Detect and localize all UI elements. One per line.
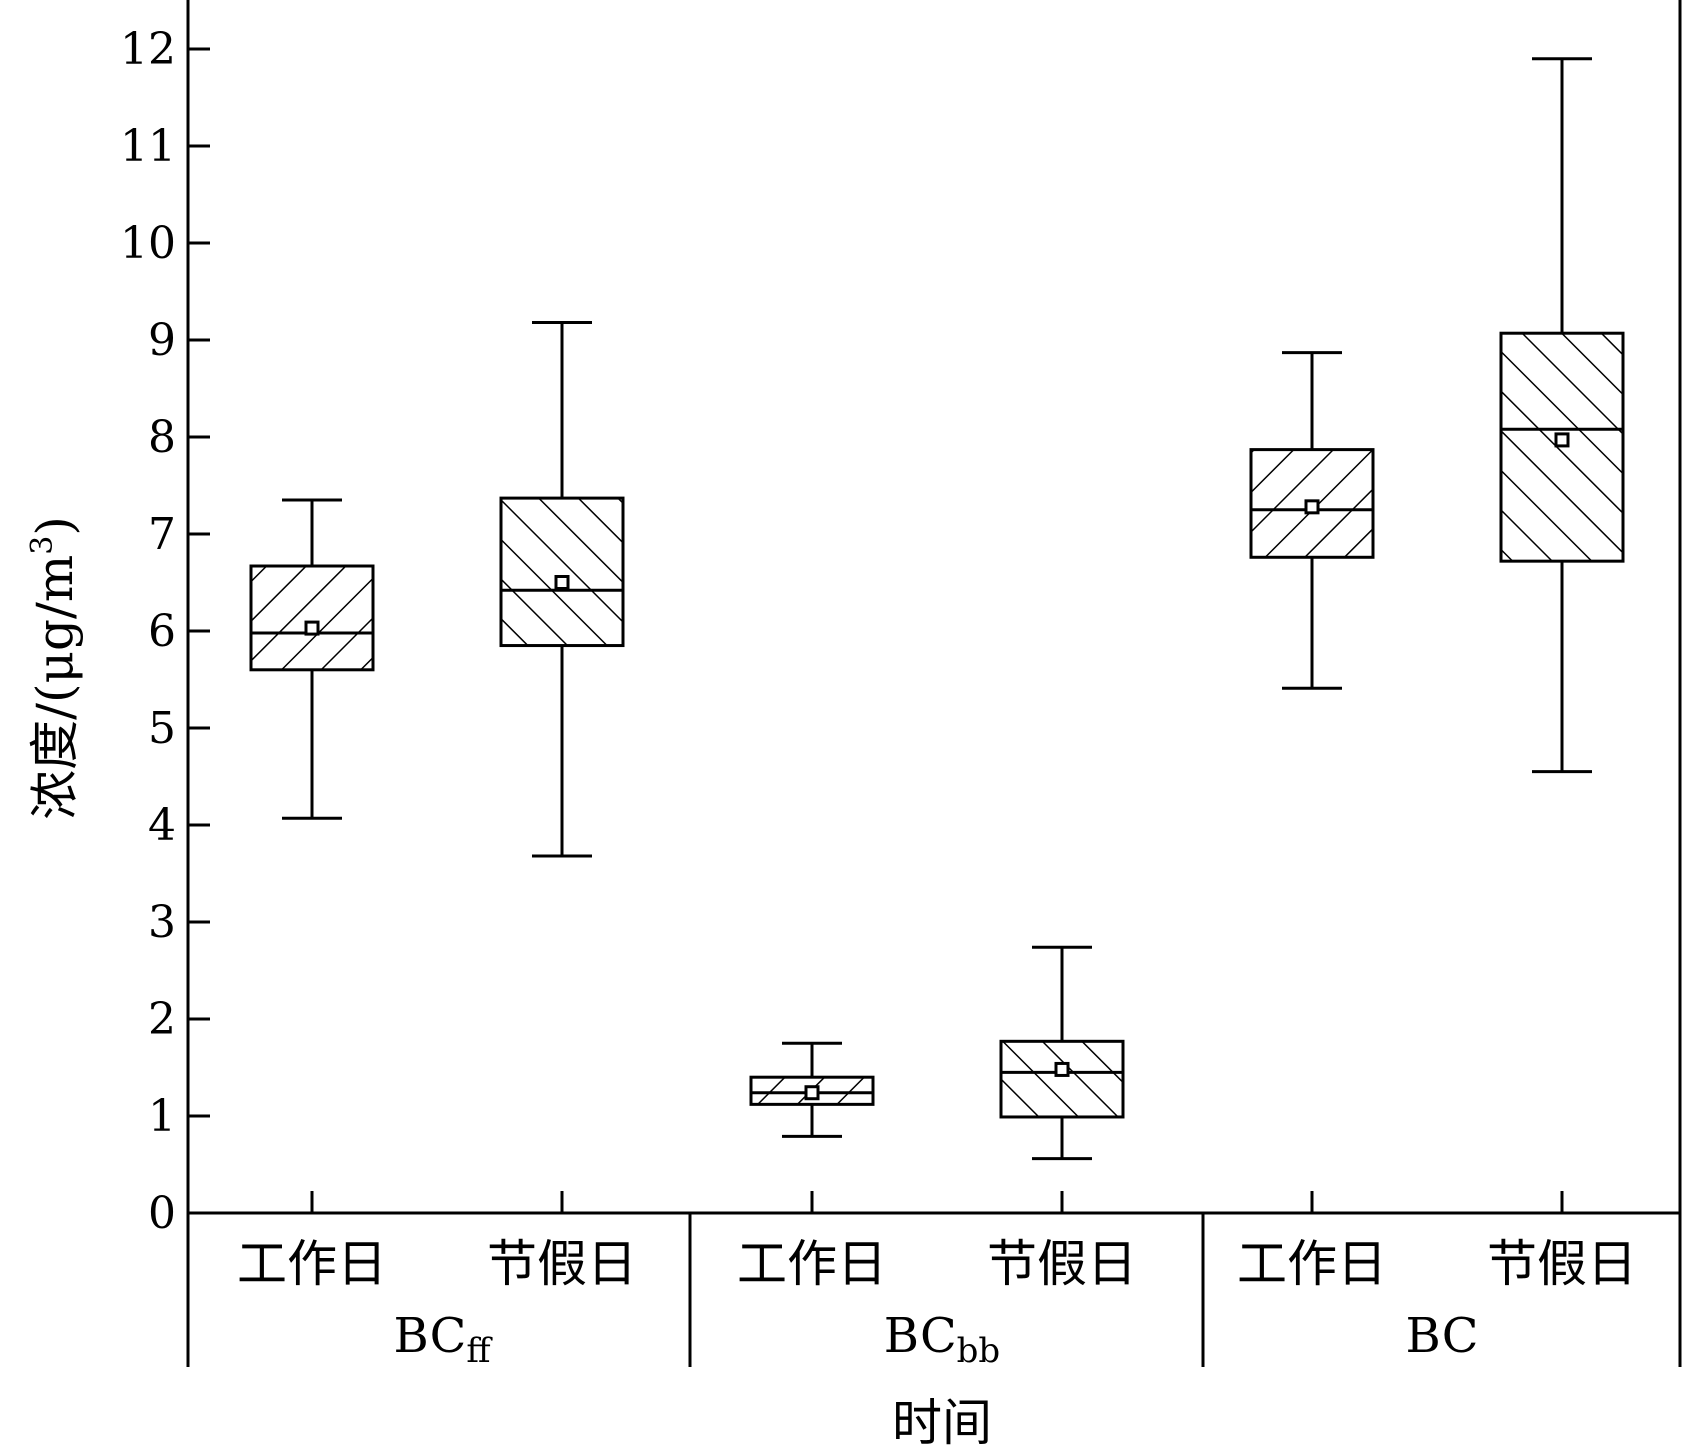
box-3 — [749, 1041, 875, 1138]
x-category-label: 节假日 — [487, 1235, 637, 1293]
box-1 — [249, 498, 375, 820]
y-tick-label: 8 — [148, 412, 176, 463]
group-label-subscript: bb — [957, 1331, 1001, 1371]
group-label: BCbb — [884, 1308, 1000, 1371]
x-category-label: 节假日 — [987, 1235, 1137, 1293]
y-tick-label: 10 — [120, 218, 176, 269]
box-series — [249, 57, 1625, 1161]
y-tick-label: 9 — [148, 315, 176, 366]
box-6 — [1499, 57, 1625, 774]
x-category-label: 节假日 — [1487, 1235, 1637, 1293]
group-label-main: BC — [393, 1308, 466, 1364]
y-axis-title-superscript: 3 — [25, 536, 60, 555]
y-tick-label: 3 — [148, 897, 176, 948]
x-category-label: 工作日 — [237, 1235, 387, 1293]
y-axis-title: 浓度/(μg/m3) — [25, 516, 84, 820]
y-tick-label: 6 — [148, 606, 176, 657]
group-label-subscript: ff — [466, 1331, 493, 1371]
mean-marker — [1304, 499, 1320, 515]
x-category-label: 工作日 — [1237, 1235, 1387, 1293]
interquartile-box — [249, 564, 375, 672]
mean-marker — [804, 1085, 820, 1101]
y-axis-title-main: 浓度/(μg/m — [26, 555, 84, 820]
y-tick-label: 12 — [120, 24, 176, 75]
box-4 — [999, 945, 1125, 1161]
box-2 — [499, 321, 625, 858]
mean-marker — [1554, 432, 1570, 448]
interquartile-box — [1499, 331, 1625, 563]
group-label-main: BC — [1406, 1308, 1479, 1364]
y-axis-title-close: ) — [26, 516, 84, 536]
x-axis-title: 时间 — [892, 1394, 992, 1452]
y-tick-label: 5 — [148, 703, 176, 754]
mean-marker — [554, 575, 570, 590]
plot-frame — [186, 0, 1682, 1215]
box-5 — [1249, 351, 1375, 690]
mean-marker — [304, 620, 320, 636]
group-label: BCff — [393, 1308, 493, 1371]
group-label-main: BC — [884, 1308, 957, 1364]
y-tick-label: 4 — [148, 800, 176, 851]
mean-marker — [1054, 1061, 1070, 1077]
group-label: BC — [1406, 1308, 1479, 1364]
y-tick-label: 1 — [148, 1091, 176, 1142]
interquartile-box — [999, 1039, 1125, 1119]
y-tick-label: 0 — [148, 1188, 176, 1239]
y-tick-label: 2 — [148, 994, 176, 1045]
x-category-label: 工作日 — [737, 1235, 887, 1293]
interquartile-box — [499, 496, 625, 648]
y-tick-label: 11 — [120, 121, 176, 172]
y-tick-label: 7 — [148, 509, 176, 560]
